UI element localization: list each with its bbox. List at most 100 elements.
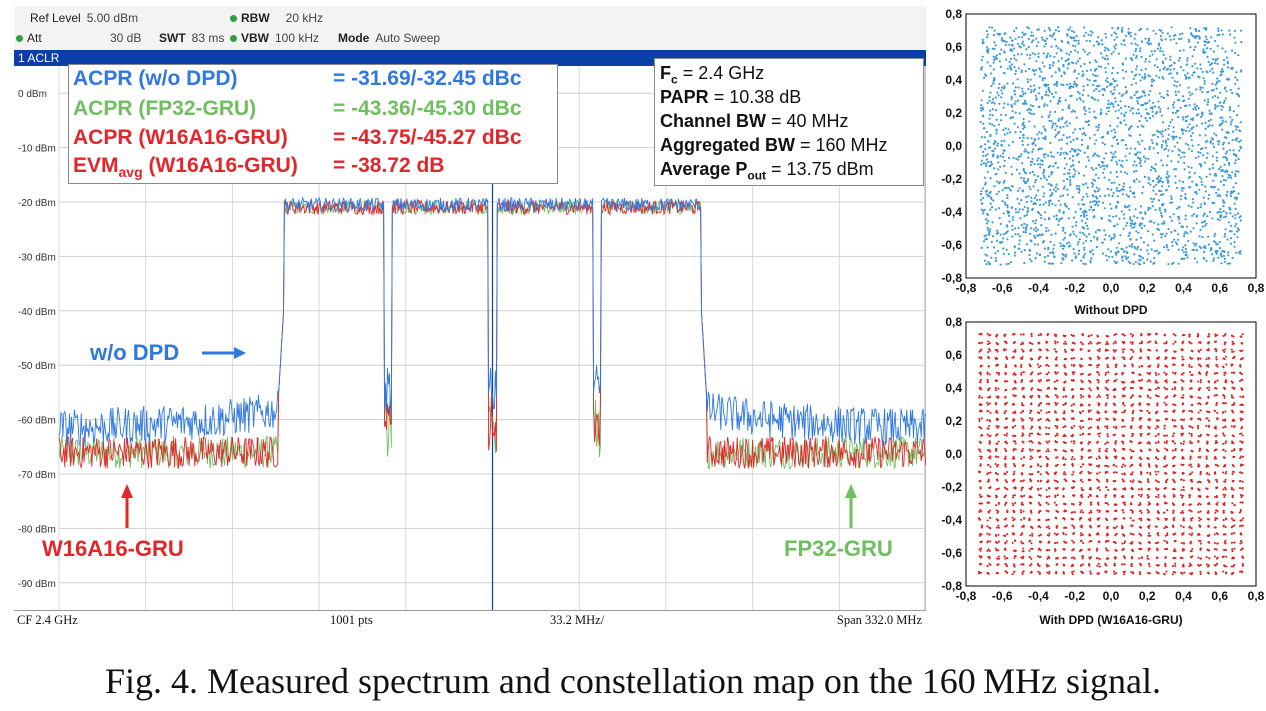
constellation-point [1046,548,1049,551]
constellation-point [1045,90,1048,93]
constellation-point [1123,404,1126,407]
constellation-point [1081,203,1084,206]
constellation-point [1113,396,1116,399]
constellation-point [1020,556,1023,559]
constellation-point [1215,156,1218,159]
constellation-point [1181,151,1184,154]
constellation-point [1123,334,1126,337]
constellation-point [1055,45,1058,48]
constellation-point [1147,244,1150,247]
constellation-point [1066,172,1069,175]
constellation-point [1128,126,1132,129]
constellation-point [1089,205,1092,208]
constellation-point [997,502,1000,505]
constellation-point [1147,93,1150,96]
constellation-point [986,401,989,404]
constellation-point [1038,494,1041,497]
constellation-point [1234,82,1237,85]
constellation-point [1011,502,1014,505]
constellation-point [1152,197,1155,200]
constellation-point [1122,139,1125,142]
y-tick-label: -0,2 [941,172,962,186]
constellation-point [1166,434,1169,437]
constellation-point [1054,232,1057,235]
constellation-point [1007,187,1011,190]
constellation-point [1021,434,1024,437]
constellation-point [1006,511,1009,514]
constellation-point [1230,230,1233,233]
constellation-point [1029,239,1032,242]
constellation-point [1072,230,1075,233]
constellation-point [1004,396,1007,399]
constellation-point [1080,524,1083,527]
constellation-point [1154,371,1157,374]
constellation-point [1140,458,1143,461]
constellation-point [1094,173,1098,176]
constellation-point [1113,503,1117,506]
constellation-point [1123,410,1126,413]
constellation-point [1021,143,1024,146]
constellation-point [1164,57,1167,60]
constellation-point [1151,115,1155,118]
constellation-point [1189,230,1192,233]
constellation-point [1063,410,1066,413]
constellation-point [1149,260,1152,263]
constellation-point [1025,214,1028,217]
constellation-point [1062,548,1065,551]
constellation-point [1062,456,1065,459]
constellation-point [1003,164,1006,168]
constellation-point [1236,236,1239,239]
constellation-point [1115,572,1118,575]
constellation-point [988,435,991,438]
constellation-point [992,34,995,37]
constellation-point [1139,432,1142,436]
constellation-point [1171,440,1174,443]
constellation-point [1045,178,1048,181]
constellation-point [1051,202,1054,205]
constellation-point [1104,442,1107,445]
constellation-point [1105,343,1108,346]
constellation-point [1014,381,1017,384]
constellation-point [1186,232,1189,235]
constellation-point [1012,417,1015,421]
constellation-point [1023,150,1026,153]
constellation-point [1021,425,1024,428]
constellation-point [1048,532,1051,535]
constellation-point [1112,570,1116,573]
constellation-point [1086,217,1089,220]
constellation-point [1131,417,1134,420]
constellation-point [1045,488,1048,491]
constellation-point [1043,77,1046,80]
constellation-point [1225,131,1228,134]
constellation-point [1161,185,1164,188]
constellation-point [1147,208,1150,211]
constellation-point [1096,411,1099,414]
constellation-point [1025,201,1028,204]
constellation-point [995,425,998,428]
constellation-point [1106,396,1109,400]
constellation-point [1211,96,1214,99]
constellation-point [1112,92,1115,95]
constellation-point [1153,64,1156,67]
constellation-point [1037,148,1040,151]
constellation-point [985,49,988,52]
constellation-point [1082,387,1085,391]
constellation-point [1129,216,1132,219]
constellation-point [1191,118,1194,121]
constellation-point [1148,60,1151,63]
constellation-point [1121,256,1124,259]
constellation-point [1140,425,1143,428]
constellation-point [1096,204,1100,207]
constellation-point [1203,40,1206,43]
constellation-point [1101,88,1104,91]
constellation-point [1017,226,1020,229]
constellation-point [1084,239,1087,242]
constellation-point [1236,114,1239,117]
constellation-point [1095,186,1098,189]
constellation-point [1121,193,1124,196]
constellation-point [1114,526,1117,530]
constellation-point [997,86,1000,90]
constellation-point [1173,372,1176,375]
constellation-point [1098,348,1101,351]
constellation-point [1120,139,1123,142]
